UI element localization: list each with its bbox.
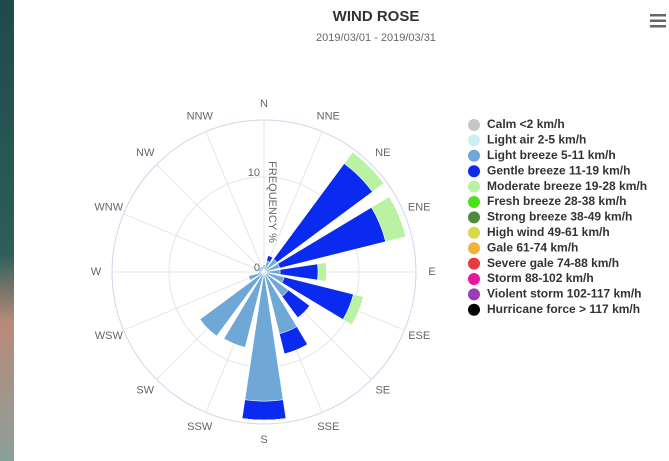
legend-marker[interactable] — [468, 288, 480, 300]
spoke — [206, 132, 264, 272]
spoke — [157, 165, 264, 272]
direction-label: NNE — [317, 111, 340, 123]
rose-segment — [318, 263, 327, 282]
chart-subtitle: 2019/03/01 - 2019/03/31 — [316, 32, 436, 44]
direction-label: ENE — [408, 202, 431, 214]
legend-label[interactable]: Strong breeze 38-49 km/h — [487, 210, 632, 224]
chart: WIND ROSE 2019/03/01 - 2019/03/31 N NNE NE… — [0, 0, 669, 461]
background-photo — [0, 0, 14, 461]
direction-label: SW — [136, 385, 154, 397]
radial-tick-label: 10 — [248, 167, 260, 179]
legend-marker[interactable] — [468, 165, 480, 177]
legend-label[interactable]: Light breeze 5-11 km/h — [487, 148, 616, 162]
radial-tick-label: 0 — [254, 262, 260, 274]
legend-marker[interactable] — [468, 211, 480, 223]
direction-label: SSW — [187, 421, 213, 433]
legend-label[interactable]: Severe gale 74-88 km/h — [487, 256, 619, 270]
spoke — [124, 214, 264, 272]
legend-marker[interactable] — [468, 119, 480, 131]
direction-label: WNW — [94, 202, 123, 214]
direction-label: WSW — [95, 330, 124, 342]
legend-marker[interactable] — [468, 304, 480, 316]
legend-label[interactable]: Storm 88-102 km/h — [487, 271, 594, 285]
direction-label: NNW — [187, 111, 214, 123]
menu-bar[interactable] — [650, 20, 666, 23]
legend-label[interactable]: Fresh breeze 28-38 km/h — [487, 194, 626, 208]
legend-marker[interactable] — [468, 150, 480, 162]
legend-marker[interactable] — [468, 134, 480, 146]
legend-marker[interactable] — [468, 181, 480, 193]
legend-label[interactable]: Gale 61-74 km/h — [487, 240, 578, 254]
direction-label: NE — [375, 147, 390, 159]
legend-label[interactable]: Violent storm 102-117 km/h — [487, 287, 642, 301]
menu-bar[interactable] — [650, 14, 666, 17]
legend-marker[interactable] — [468, 242, 480, 254]
menu-bar[interactable] — [650, 25, 666, 28]
radial-axis-title: FREQUENCY % — [266, 161, 278, 243]
direction-label: S — [260, 434, 267, 446]
legend-marker[interactable] — [468, 258, 480, 270]
direction-label: SE — [375, 385, 390, 397]
legend-label[interactable]: Hurricane force > 117 km/h — [487, 302, 640, 316]
direction-label: W — [91, 266, 102, 278]
legend-label[interactable]: Gentle breeze 11-19 km/h — [487, 163, 630, 177]
legend-marker[interactable] — [468, 227, 480, 239]
chart-title: WIND ROSE — [333, 8, 420, 25]
rose-segment — [245, 274, 283, 401]
direction-label: ESE — [408, 330, 430, 342]
legend-label[interactable]: Moderate breeze 19-28 km/h — [487, 179, 647, 193]
legend-label[interactable]: Calm <2 km/h — [487, 117, 565, 131]
menu-button[interactable] — [650, 14, 666, 28]
direction-label: N — [260, 98, 268, 110]
legend-marker[interactable] — [468, 196, 480, 208]
direction-label: SSE — [317, 421, 339, 433]
legend-label[interactable]: Light air 2-5 km/h — [487, 133, 586, 147]
rose-segment — [242, 400, 286, 420]
direction-label: E — [428, 266, 435, 278]
direction-label: NW — [136, 147, 155, 159]
legend-marker[interactable] — [468, 273, 480, 285]
legend-label[interactable]: High wind 49-61 km/h — [487, 225, 610, 239]
